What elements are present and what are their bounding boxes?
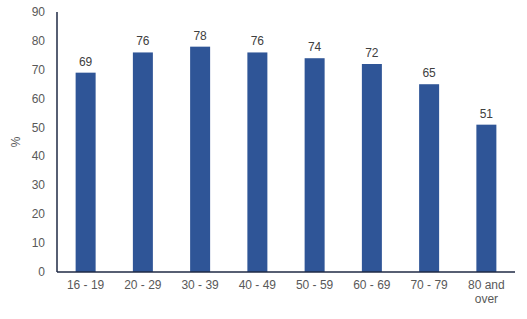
y-axis-line bbox=[56, 12, 58, 272]
x-tick-label: 60 - 69 bbox=[353, 278, 391, 292]
x-tick-label: 50 - 59 bbox=[296, 278, 334, 292]
bar bbox=[247, 52, 267, 272]
bar bbox=[305, 58, 325, 272]
y-tick-label: 80 bbox=[32, 34, 46, 48]
y-tick-label: 40 bbox=[32, 149, 46, 163]
y-axis-label: % bbox=[9, 136, 23, 147]
x-tick-label: 80 andover bbox=[468, 278, 505, 306]
y-tick-label: 50 bbox=[32, 121, 46, 135]
y-tick-label: 10 bbox=[32, 236, 46, 250]
bar bbox=[190, 47, 210, 272]
data-label: 76 bbox=[136, 34, 150, 48]
data-label: 78 bbox=[193, 29, 207, 43]
bars bbox=[76, 47, 497, 272]
y-tick-label: 90 bbox=[32, 5, 46, 19]
x-tick-label: 30 - 39 bbox=[181, 278, 219, 292]
x-tick-label: 16 - 19 bbox=[67, 278, 105, 292]
data-label: 69 bbox=[79, 55, 93, 69]
chart: 0 10 20 30 40 50 60 70 80 90% 69 76 78 76 74 72 65 51 16 -… bbox=[0, 0, 527, 319]
y-tick-label: 0 bbox=[38, 265, 45, 279]
y-tick-label: 70 bbox=[32, 63, 46, 77]
x-tick-label: 20 - 29 bbox=[124, 278, 162, 292]
bar bbox=[419, 84, 439, 272]
data-label: 76 bbox=[251, 34, 265, 48]
data-label: 72 bbox=[365, 46, 379, 60]
data-label: 74 bbox=[308, 40, 322, 54]
bar bbox=[76, 73, 96, 272]
y-tick-label: 20 bbox=[32, 207, 46, 221]
data-label: 65 bbox=[422, 66, 436, 80]
bar bbox=[476, 125, 496, 272]
bar bbox=[133, 52, 153, 272]
x-axis-line bbox=[57, 271, 515, 273]
y-tick-label: 60 bbox=[32, 92, 46, 106]
y-tick-label: 30 bbox=[32, 178, 46, 192]
data-label: 51 bbox=[480, 107, 494, 121]
x-tick-label: 40 - 49 bbox=[239, 278, 277, 292]
bar bbox=[362, 64, 382, 272]
x-tick-label: 70 - 79 bbox=[410, 278, 448, 292]
